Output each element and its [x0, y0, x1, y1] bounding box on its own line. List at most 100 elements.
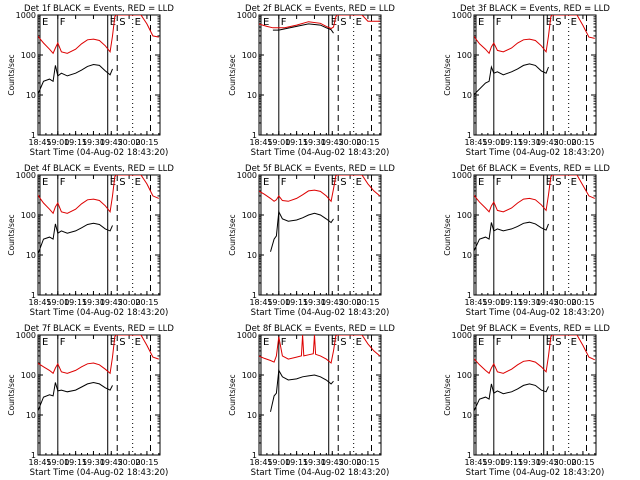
lld-series-line [474, 175, 595, 213]
lld-series-line [38, 175, 159, 215]
event-marker-label: S [119, 177, 125, 188]
x-tick-label: 19:15 [64, 138, 87, 147]
y-tick-label: 1 [252, 451, 257, 460]
x-tick-label: 19:15 [285, 458, 308, 467]
event-marker-label: E [356, 177, 362, 188]
chart-panel: Det 4f BLACK = Events, RED = LLD 1 10 100 10… [7, 164, 174, 318]
event-marker-label: S [340, 337, 346, 348]
y-tick-label: 1 [467, 451, 472, 460]
x-tick-label: 20:00 [339, 138, 362, 147]
y-tick-label: 1000 [237, 171, 257, 180]
y-axis-label: Counts/sec [443, 54, 452, 95]
y-tick-label: 1000 [452, 11, 472, 20]
x-tick-label: 20:15 [356, 458, 379, 467]
plot-frame [473, 334, 597, 456]
y-axis-label: Counts/sec [228, 54, 237, 95]
event-marker-label: E [331, 17, 337, 28]
y-tick-label: 10 [247, 251, 257, 260]
data-layer [38, 175, 159, 256]
data-layer [474, 175, 595, 253]
y-tick-label: 1000 [16, 171, 36, 180]
chart-panel: Det 8f BLACK = Events, RED = LLD 1 10 100 10… [228, 324, 395, 478]
event-marker-label: E [135, 17, 141, 28]
x-tick-label: 20:15 [356, 138, 379, 147]
data-layer [259, 175, 381, 252]
data-layer [474, 15, 595, 96]
event-marker-label: E [135, 337, 141, 348]
event-marker-label: E [110, 17, 116, 28]
x-tick-label: 18:45 [249, 298, 272, 307]
x-tick-label: 18:45 [464, 458, 487, 467]
x-tick-label: 19:00 [482, 298, 505, 307]
data-layer [38, 335, 159, 412]
x-tick-label: 20:00 [339, 298, 362, 307]
chart-title: Det 5f BLACK = Events, RED = LLD [245, 164, 395, 174]
x-tick-label: 19:30 [303, 458, 326, 467]
x-axis-label: Start Time (04-Aug-02 18:43:20) [466, 308, 605, 318]
y-tick-label: 10 [247, 91, 257, 100]
y-axis-label: Counts/sec [228, 374, 237, 415]
plot-frame [258, 174, 382, 296]
x-tick-label: 20:00 [554, 138, 577, 147]
event-marker-label: E [546, 17, 552, 28]
x-axis-label: Start Time (04-Aug-02 18:43:20) [466, 148, 605, 158]
x-tick-label: 18:45 [464, 138, 487, 147]
event-marker-label: F [60, 17, 66, 28]
y-tick-label: 1000 [452, 331, 472, 340]
event-marker-label: E [110, 177, 116, 188]
y-axis-label: Counts/sec [7, 374, 16, 415]
y-tick-label: 10 [462, 91, 472, 100]
chart-title: Det 7f BLACK = Events, RED = LLD [24, 324, 174, 334]
x-tick-label: 19:30 [82, 458, 105, 467]
x-axis-label: Start Time (04-Aug-02 18:43:20) [251, 308, 390, 318]
data-layer [38, 15, 159, 96]
chart-panel: Det 6f BLACK = Events, RED = LLD 1 10 100 10… [443, 164, 610, 318]
lld-series-line [474, 335, 596, 375]
lld-series-line [38, 15, 159, 55]
x-tick-label: 20:00 [554, 458, 577, 467]
y-axis-label: Counts/sec [7, 54, 16, 95]
x-tick-label: 20:15 [571, 298, 594, 307]
event-marker-label: E [331, 337, 337, 348]
plot-frame [37, 14, 161, 136]
event-marker-label: E [135, 177, 141, 188]
x-tick-label: 19:15 [500, 298, 523, 307]
x-tick-label: 19:00 [46, 458, 69, 467]
x-tick-label: 19:15 [500, 458, 523, 467]
y-axis-label: Counts/sec [443, 214, 452, 255]
lld-series-line [474, 15, 595, 55]
data-layer [259, 15, 380, 34]
chart-title: Det 9f BLACK = Events, RED = LLD [460, 324, 610, 334]
x-tick-label: 19:30 [82, 138, 105, 147]
event-marker-label: S [340, 17, 346, 28]
event-marker-label: S [555, 337, 561, 348]
x-tick-label: 19:30 [303, 138, 326, 147]
x-tick-label: 19:45 [100, 138, 123, 147]
y-tick-label: 10 [26, 251, 36, 260]
x-tick-label: 18:45 [28, 138, 51, 147]
x-tick-label: 18:45 [28, 298, 51, 307]
event-marker-label: E [42, 337, 48, 348]
event-marker-label: F [60, 337, 66, 348]
y-axis-label: Counts/sec [7, 214, 16, 255]
x-tick-label: 19:45 [536, 138, 559, 147]
plot-frame [258, 14, 382, 136]
x-tick-label: 19:15 [285, 138, 308, 147]
y-tick-label: 10 [247, 411, 257, 420]
event-marker-label: E [478, 17, 484, 28]
event-marker-label: S [340, 177, 346, 188]
event-marker-label: E [331, 177, 337, 188]
x-tick-label: 18:45 [28, 458, 51, 467]
chart-panel: Det 9f BLACK = Events, RED = LLD 1 10 100 10… [443, 324, 610, 478]
x-tick-label: 18:45 [249, 138, 272, 147]
x-tick-label: 19:00 [267, 298, 290, 307]
event-marker-label: F [496, 177, 502, 188]
y-tick-label: 100 [457, 211, 472, 220]
event-marker-label: F [496, 337, 502, 348]
lld-series-line [259, 335, 381, 364]
x-tick-label: 19:45 [321, 298, 344, 307]
plot-frame [37, 174, 161, 296]
x-tick-label: 19:00 [267, 138, 290, 147]
y-tick-label: 10 [26, 91, 36, 100]
